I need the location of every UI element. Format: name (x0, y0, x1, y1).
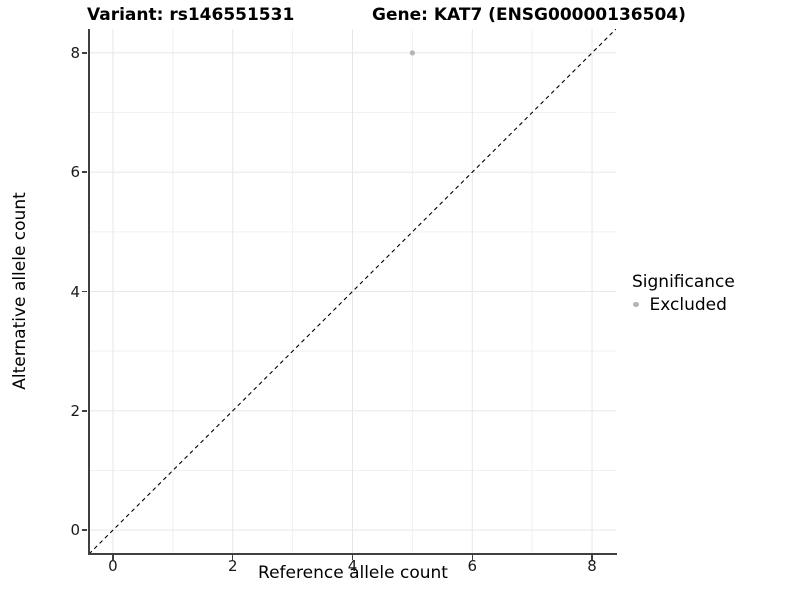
x-tick-label: 4 (347, 557, 358, 575)
x-tick-label: 6 (467, 557, 478, 575)
x-tick-label: 2 (227, 557, 238, 575)
x-tick-label: 8 (587, 557, 597, 575)
x-axis-line (87, 553, 617, 555)
plot-panel (89, 29, 616, 554)
y-tick-mark (82, 290, 87, 293)
legend-title: Significance (632, 272, 735, 292)
y-axis-line (87, 29, 90, 555)
x-tick-mark (351, 555, 354, 560)
y-tick-label: 2 (70, 401, 80, 420)
y-tick-mark (82, 171, 87, 173)
x-tick-mark (471, 555, 474, 560)
legend-item-label: Excluded (649, 294, 727, 315)
identity-line (89, 29, 616, 554)
x-tick-mark (591, 555, 593, 560)
y-tick-mark (82, 529, 87, 531)
y-tick-label: 6 (70, 163, 80, 182)
plot-title-variant: Variant: rs146551531 (87, 5, 295, 25)
x-tick-mark (112, 555, 114, 560)
legend-key-dot-icon (633, 301, 639, 308)
legend-items: Excluded (632, 294, 735, 315)
legend-item: Excluded (632, 294, 735, 315)
x-tick-label: 0 (108, 557, 118, 575)
x-tick-mark (231, 555, 234, 560)
y-tick-label: 8 (70, 43, 80, 62)
plot-title-gene: Gene: KAT7 (ENSG00000136504) (372, 5, 686, 25)
x-axis-title: Reference allele count (258, 563, 448, 583)
y-axis-title: Alternative allele count (10, 192, 30, 390)
y-tick-label: 4 (70, 282, 80, 301)
y-tick-mark (82, 410, 87, 412)
y-tick-mark (82, 52, 87, 54)
data-point (409, 50, 415, 56)
legend: Significance Excluded (632, 272, 735, 315)
y-tick-label: 0 (70, 521, 80, 540)
